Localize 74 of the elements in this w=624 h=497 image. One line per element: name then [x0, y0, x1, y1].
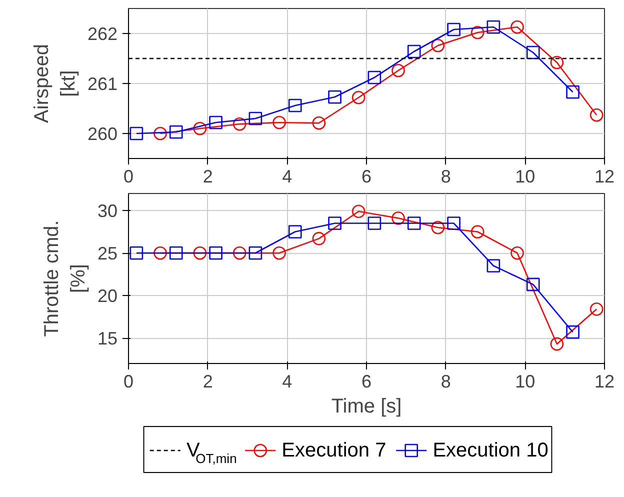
y-tick-label: 261: [87, 74, 118, 94]
x-tick-label: 0: [123, 372, 134, 392]
y-axis-title: Airspeed [kt]: [31, 44, 80, 123]
point: [169, 125, 183, 139]
point: [431, 220, 445, 234]
point: [486, 20, 500, 34]
point: [368, 216, 382, 230]
y-tick-label: 262: [87, 24, 118, 44]
point: [470, 26, 484, 40]
point: [130, 126, 144, 140]
point: [526, 278, 540, 292]
point: [392, 64, 405, 78]
x-tick-label: 4: [282, 372, 292, 392]
point: [550, 337, 564, 351]
y-tick-label: 260: [87, 124, 118, 144]
point: [470, 225, 484, 238]
x-tick-label: 12: [594, 372, 615, 392]
point: [352, 204, 366, 218]
point: [550, 56, 564, 70]
x-tick-label: 6: [361, 166, 372, 186]
point: [209, 246, 222, 260]
point: [154, 126, 167, 140]
point: [392, 212, 405, 225]
x-tick-label: 10: [515, 372, 536, 392]
x-tick-label: 2: [202, 372, 213, 392]
x-tick-label: 2: [202, 166, 213, 186]
x-tick-label: 4: [282, 166, 292, 186]
point: [510, 246, 524, 260]
x-tick-label: 8: [440, 166, 451, 186]
point: [288, 98, 302, 112]
y-tick-label: 15: [97, 328, 118, 348]
point: [352, 90, 366, 104]
point: [486, 259, 500, 272]
point: [566, 85, 580, 99]
y-tick-label: 20: [97, 286, 118, 306]
x-tick-label: 8: [440, 372, 451, 392]
y-tick-label: 30: [97, 201, 118, 221]
point: [193, 122, 207, 136]
point: [447, 22, 460, 36]
point: [248, 246, 262, 260]
point: [312, 232, 326, 246]
point: [169, 246, 183, 260]
y-axis-title: Throttle cmd. [%]: [41, 220, 90, 337]
point: [130, 246, 144, 260]
point: [328, 90, 342, 104]
point: [590, 302, 604, 316]
point: [248, 112, 262, 126]
point: [193, 246, 207, 260]
legend-label: Execution 10: [432, 440, 548, 462]
point: [566, 325, 580, 339]
x-tick-label: 12: [594, 166, 615, 186]
point: [272, 116, 286, 130]
point: [272, 246, 286, 260]
x-tick-label: 0: [123, 166, 134, 186]
point: [590, 108, 604, 122]
x-tick-label: 10: [515, 166, 536, 186]
x-axis-title: Time [s]: [331, 396, 402, 418]
point: [312, 116, 326, 130]
point: [209, 116, 222, 130]
point: [368, 70, 382, 84]
point: [232, 117, 246, 131]
x-tick-label: 6: [361, 372, 372, 392]
point: [407, 216, 421, 230]
point: [431, 38, 445, 52]
point: [447, 216, 460, 230]
legend-label: Execution 7: [282, 440, 386, 462]
y-tick-label: 25: [97, 244, 118, 264]
point: [407, 44, 421, 58]
point: [288, 225, 302, 238]
point: [526, 46, 540, 60]
point: [328, 216, 342, 230]
point: [154, 246, 167, 260]
point: [510, 20, 524, 34]
point: [232, 246, 246, 260]
